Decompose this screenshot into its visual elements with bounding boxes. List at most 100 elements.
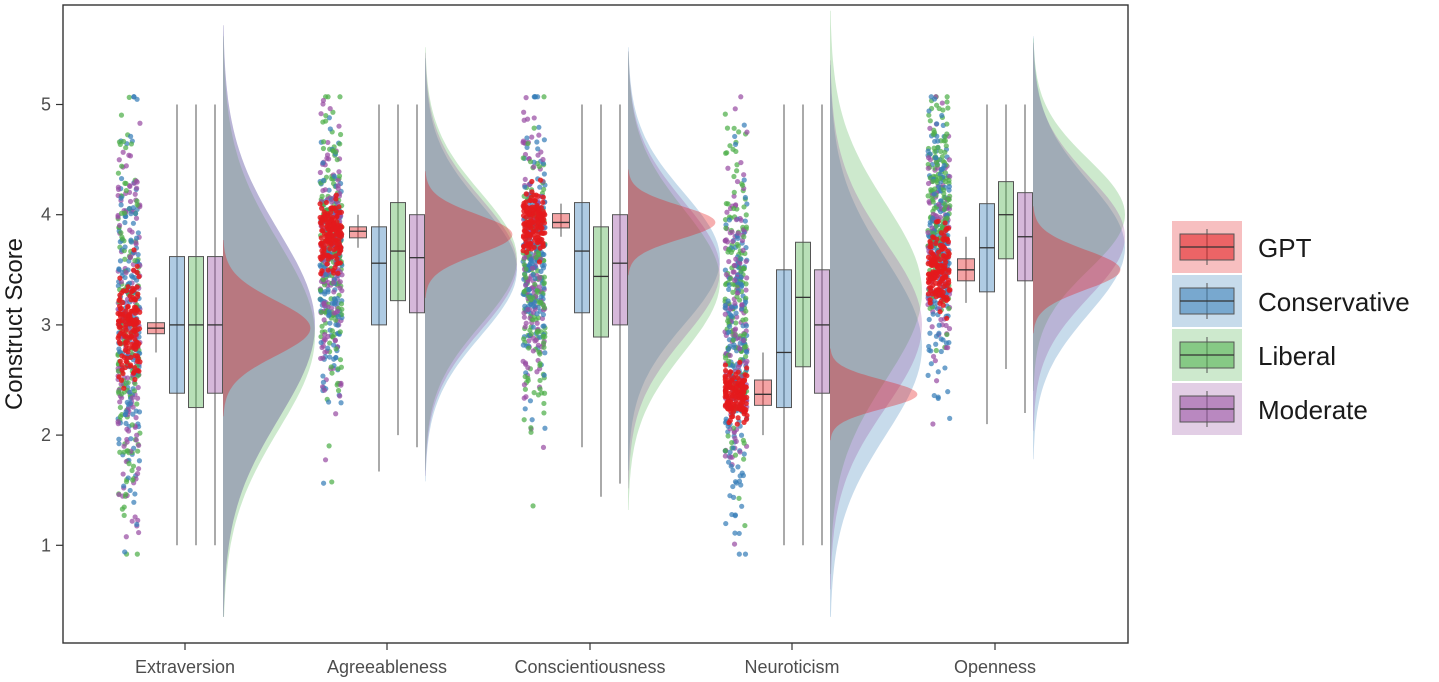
jitter-point-gpt-extraversion — [125, 317, 131, 323]
jitter-point-gpt-agreeableness — [327, 222, 333, 228]
jitter-point-conservative-neuroticism — [744, 349, 750, 355]
jitter-point-gpt-extraversion — [131, 321, 138, 327]
jitter-point-conservative-extraversion — [122, 219, 128, 226]
jitter-point-liberal-openness — [935, 144, 941, 150]
jitter-point-liberal-neuroticism — [731, 125, 737, 131]
jitter-point-conservative-agreeableness — [327, 126, 333, 132]
jitter-point-gpt-conscientiousness — [526, 221, 532, 227]
jitter-point-conservative-conscientiousness — [527, 398, 534, 404]
jitter-point-conservative-neuroticism — [727, 323, 733, 330]
jitter-point-conservative-agreeableness — [320, 160, 326, 166]
jitter-point-moderate-neuroticism — [732, 300, 738, 306]
jitter-point-liberal-conscientiousness — [536, 251, 542, 257]
jitter-point-moderate-conscientiousness — [534, 320, 540, 326]
density-liberal-extraversion — [223, 36, 315, 617]
jitter-point-liberal-conscientiousness — [521, 261, 527, 268]
jitter-point-moderate-neuroticism — [741, 337, 747, 344]
jitter-point-gpt-conscientiousness — [539, 230, 545, 236]
jitter-point-conservative-neuroticism — [736, 530, 742, 537]
jitter-point-liberal-conscientiousness — [539, 390, 545, 396]
jitter-point-gpt-conscientiousness — [526, 211, 532, 217]
jitter-point-moderate-neuroticism — [729, 229, 735, 235]
jitter-point-liberal-neuroticism — [743, 353, 749, 360]
x-tick-label-openness: Openness — [954, 657, 1036, 677]
jitter-point-moderate-conscientiousness — [523, 282, 529, 288]
jitter-point-conservative-agreeableness — [326, 313, 332, 319]
jitter-point-moderate-neuroticism — [743, 360, 749, 366]
jitter-point-conservative-openness — [940, 337, 946, 343]
y-axis-title: Construct Score — [1, 238, 28, 410]
jitter-point-gpt-neuroticism — [744, 412, 750, 419]
jitter-point-gpt-openness — [947, 287, 953, 293]
jitter-point-gpt-neuroticism — [742, 372, 748, 378]
jitter-point-liberal-neuroticism — [731, 189, 737, 195]
jitter-point-conservative-conscientiousness — [532, 94, 539, 100]
jitter-point-conservative-neuroticism — [725, 423, 731, 429]
jitter-point-conservative-openness — [936, 184, 942, 190]
jitter-point-liberal-openness — [927, 118, 933, 124]
jitter-point-conservative-extraversion — [118, 195, 124, 201]
jitter-point-liberal-neuroticism — [743, 212, 749, 218]
jitter-point-liberal-agreeableness — [323, 112, 329, 119]
density-moderate-agreeableness — [425, 52, 517, 476]
jitter-point-gpt-neuroticism — [740, 383, 746, 389]
jitter-point-moderate-neuroticism — [732, 326, 739, 332]
jitter-point-moderate-neuroticism — [730, 269, 736, 275]
jitter-point-conservative-neuroticism — [738, 482, 744, 488]
jitter-point-conservative-conscientiousness — [541, 251, 547, 258]
jitter-point-gpt-neuroticism — [741, 394, 747, 400]
box-liberal-neuroticism — [795, 241, 811, 368]
jitter-point-liberal-openness — [934, 162, 941, 168]
jitter-point-moderate-extraversion — [133, 215, 140, 221]
box-liberal-conscientiousness — [593, 226, 609, 338]
jitter-point-liberal-extraversion — [126, 461, 132, 467]
jitter-point-liberal-openness — [945, 105, 951, 111]
density-liberal-agreeableness — [425, 47, 517, 471]
jitter-point-gpt-neuroticism — [722, 388, 729, 394]
jitter-point-conservative-agreeableness — [320, 480, 327, 486]
density-gpt-agreeableness — [425, 171, 513, 298]
jitter-point-gpt-neuroticism — [734, 421, 740, 427]
jitter-point-liberal-openness — [946, 306, 952, 312]
jitter-point-liberal-conscientiousness — [529, 317, 536, 323]
jitter-point-gpt-openness — [935, 249, 942, 255]
jitter-point-liberal-conscientiousness — [541, 410, 547, 416]
jitter-point-liberal-conscientiousness — [537, 299, 543, 305]
jitter-point-liberal-neuroticism — [722, 355, 729, 361]
jitter-point-conservative-openness — [932, 155, 939, 161]
jitter-point-gpt-openness — [927, 297, 933, 303]
box-gpt-neuroticism — [754, 379, 772, 406]
jitter-point-gpt-openness — [944, 283, 950, 289]
jitter-point-liberal-agreeableness — [338, 301, 345, 307]
jitter-point-moderate-neuroticism — [722, 453, 728, 459]
jitter-point-conservative-extraversion — [123, 409, 129, 415]
density-gpt-conscientiousness — [628, 169, 716, 276]
jitter-point-liberal-conscientiousness — [531, 390, 537, 396]
jitter-point-conservative-neuroticism — [743, 323, 750, 329]
jitter-point-moderate-openness — [929, 324, 935, 330]
jitter-point-liberal-extraversion — [123, 491, 129, 497]
jitter-point-conservative-conscientiousness — [537, 184, 543, 190]
jitter-point-gpt-extraversion — [116, 339, 122, 345]
jitter-point-liberal-neuroticism — [743, 224, 750, 230]
jitter-point-moderate-conscientiousness — [536, 132, 542, 138]
jitter-point-moderate-extraversion — [123, 534, 129, 540]
jitter-point-liberal-agreeableness — [327, 340, 333, 346]
jitter-point-conservative-neuroticism — [730, 483, 736, 490]
jitter-point-gpt-neuroticism — [722, 373, 728, 379]
jitter-point-conservative-conscientiousness — [530, 324, 536, 330]
jitter-point-conservative-openness — [927, 330, 933, 336]
jitter-point-conservative-neuroticism — [722, 302, 728, 308]
jitter-point-moderate-agreeableness — [327, 106, 333, 112]
jitter-point-moderate-conscientiousness — [535, 152, 541, 158]
jitter-point-liberal-neuroticism — [733, 320, 739, 326]
density-moderate-conscientiousness — [628, 51, 720, 489]
jitter-point-moderate-conscientiousness — [536, 284, 543, 290]
jitter-point-moderate-extraversion — [118, 381, 124, 387]
jitter-point-gpt-openness — [932, 290, 938, 296]
jitter-point-gpt-conscientiousness — [523, 214, 529, 220]
jitter-point-moderate-agreeableness — [330, 279, 337, 285]
jitter-point-liberal-extraversion — [118, 112, 125, 118]
jitter-point-liberal-neuroticism — [722, 111, 728, 117]
jitter-point-conservative-neuroticism — [738, 274, 744, 280]
